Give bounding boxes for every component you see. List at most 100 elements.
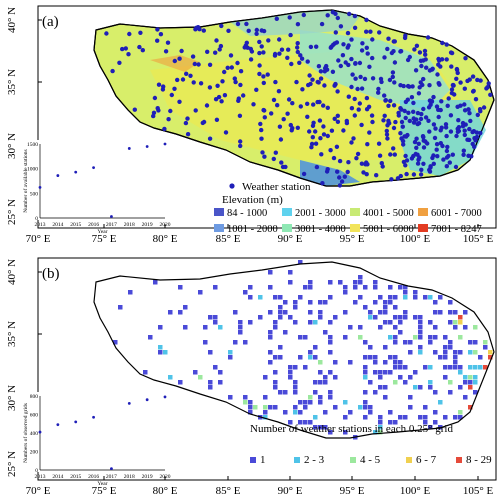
station-dot	[393, 119, 398, 125]
grid-cell	[378, 425, 383, 430]
grid-cell	[363, 375, 368, 380]
station-dot	[440, 40, 445, 46]
station-dot	[266, 38, 271, 43]
panel-a: (a) 40° N 35° N 30° N 25° N 70° E 75° E 80° E…	[6, 5, 497, 245]
station-dot	[225, 65, 230, 71]
inset-x-tick: 2014	[52, 222, 63, 228]
station-dot	[127, 31, 132, 37]
station-dot	[414, 43, 420, 48]
station-dot	[401, 142, 406, 147]
grid-cell	[308, 320, 313, 325]
grid-cell	[363, 400, 368, 405]
station-dot	[403, 115, 408, 121]
station-dot	[451, 82, 456, 88]
grid-cell	[178, 380, 183, 385]
station-dot	[359, 48, 365, 53]
grid-cell	[428, 295, 433, 300]
station-dot	[236, 96, 241, 101]
grid-cell	[423, 295, 428, 300]
station-dot	[357, 101, 362, 106]
grid-cell	[278, 390, 283, 395]
elevation-class-label: 2001 - 3000	[295, 208, 346, 219]
legend-b: Number of weather stations in each 0.25°…	[250, 423, 492, 466]
station-dot	[366, 104, 372, 110]
grid-cell	[413, 385, 418, 390]
station-dot	[259, 136, 264, 141]
grid-cell	[428, 425, 433, 430]
grid-cell	[383, 360, 388, 365]
grid-cell	[473, 365, 478, 370]
station-dot	[295, 45, 300, 50]
grid-cell	[468, 340, 473, 345]
station-dot	[398, 173, 403, 179]
grid-cell	[428, 365, 433, 370]
grid-cell	[333, 360, 338, 365]
station-dot	[454, 133, 459, 139]
grid-cell	[318, 395, 323, 400]
station-dot	[337, 158, 343, 164]
station-dot	[330, 69, 336, 75]
station-dot	[475, 77, 480, 83]
grid-cell	[128, 290, 133, 295]
grid-cell	[203, 340, 208, 345]
station-dot	[452, 92, 457, 97]
inset-data-point	[92, 415, 95, 419]
inset-x-tick: 2014	[52, 474, 63, 480]
station-dot	[369, 113, 375, 118]
station-dot	[454, 76, 459, 82]
station-dot	[441, 157, 446, 162]
station-dot	[416, 91, 422, 96]
station-dot	[123, 46, 128, 51]
inset-x-tick: 2018	[124, 474, 135, 480]
station-dot	[295, 49, 300, 55]
grid-cell	[148, 335, 153, 340]
inset-y-tick: 200	[30, 450, 39, 456]
station-dot	[271, 97, 277, 103]
station-dot	[392, 80, 397, 85]
inset-data-point	[110, 467, 113, 471]
grid-cell	[388, 320, 393, 325]
grid-cell	[313, 415, 318, 420]
grid-cell	[418, 345, 423, 350]
grid-cell	[403, 315, 408, 320]
station-dot	[172, 58, 177, 64]
station-dot	[425, 35, 431, 40]
station-dot	[352, 13, 358, 19]
grid-cell	[433, 390, 438, 395]
station-dot	[391, 103, 397, 108]
station-dot	[214, 117, 220, 123]
grid-cell	[313, 345, 318, 350]
grid-cell	[283, 330, 288, 335]
plateau-outline-b	[93, 261, 495, 439]
station-dot	[188, 73, 193, 79]
station-dot	[444, 133, 449, 139]
station-dot	[405, 97, 410, 102]
station-dot	[309, 145, 314, 150]
station-dot	[411, 120, 417, 125]
station-dot	[155, 27, 160, 32]
station-dot	[325, 13, 330, 18]
grid-cell	[353, 285, 358, 290]
grid-cell	[293, 405, 298, 410]
station-dot	[436, 62, 441, 67]
grid-cell	[398, 285, 403, 290]
inset-x-tick: 2017	[106, 474, 117, 480]
grid-cell	[448, 300, 453, 305]
station-dot	[110, 68, 115, 74]
station-dot	[152, 95, 158, 101]
station-dot	[455, 70, 460, 76]
elevation-legend-items: 84 - 1000 2001 - 3000 4001 - 5000 6001 - 70…	[214, 208, 482, 235]
station-dot	[456, 118, 461, 123]
grid-cell	[453, 310, 458, 315]
grid-cell	[338, 280, 343, 285]
station-dot	[222, 69, 227, 75]
grid-class-swatch	[406, 457, 412, 463]
grid-cell	[243, 340, 248, 345]
station-dot	[414, 136, 419, 141]
station-dot	[386, 103, 391, 109]
station-dot	[169, 92, 174, 98]
grid-cell	[433, 300, 438, 305]
station-dot	[391, 125, 397, 131]
grid-cell	[448, 345, 453, 350]
grid-cell	[453, 325, 458, 330]
